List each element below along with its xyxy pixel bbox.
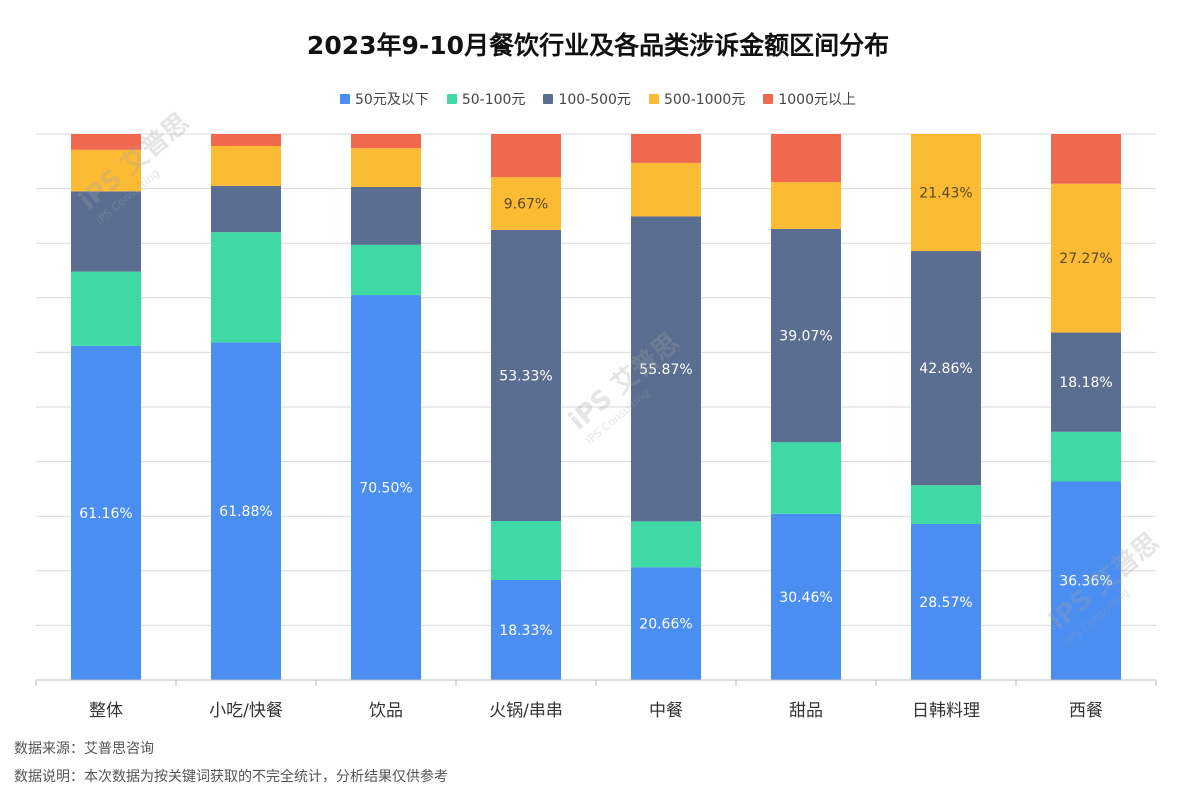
legend-label-s3: 100-500元 xyxy=(558,92,631,108)
legend-swatch-s4 xyxy=(648,94,659,104)
legend-label-s4: 500-1000元 xyxy=(663,92,746,108)
bar-segment xyxy=(911,523,981,680)
legend-label-s1: 50元及以下 xyxy=(355,92,429,108)
data-label: 20.66% xyxy=(639,617,692,633)
grid-lines xyxy=(36,133,1156,626)
bar-segment xyxy=(491,177,561,230)
legend-label-s2: 50-100元 xyxy=(461,92,526,108)
bar-segment xyxy=(771,513,841,680)
bar-segment xyxy=(771,182,841,229)
data-label: 39.07% xyxy=(779,329,832,345)
bar-segment xyxy=(631,216,701,522)
data-label: 30.46% xyxy=(779,590,832,606)
x-axis: 整体 小吃/快餐 饮品 火锅/串串 中餐 甜品 日韩料理 西餐 xyxy=(35,679,1157,721)
bar-segment xyxy=(351,244,421,296)
data-note: 数据说明：本次数据为按关键词获取的不完全统计，分析结果仅供参考 xyxy=(14,769,448,785)
x-tick-label: 甜品 xyxy=(789,701,823,721)
x-tick-label: 中餐 xyxy=(649,701,683,721)
bar-segment xyxy=(771,442,841,514)
bar-segment xyxy=(211,134,281,147)
bar-segment xyxy=(631,162,701,217)
bar-segment xyxy=(1051,431,1121,482)
bar-segment xyxy=(631,567,701,680)
bar-segment xyxy=(631,521,701,568)
bars xyxy=(71,134,1121,680)
bar-segment xyxy=(1051,481,1121,680)
x-tick-label: 饮品 xyxy=(369,701,403,721)
chart-title: 2023年9-10月餐饮行业及各品类涉诉金额区间分布 xyxy=(306,31,890,60)
x-tick-label: 整体 xyxy=(89,701,123,721)
data-label: 61.88% xyxy=(219,504,272,520)
x-tick-label: 西餐 xyxy=(1069,701,1103,721)
data-label: 55.87% xyxy=(639,362,692,378)
legend-item-s1: 50元及以下 xyxy=(340,89,429,109)
bar-segment xyxy=(631,134,701,163)
bar-segment xyxy=(211,185,281,233)
legend-item-s5: 1000元以上 xyxy=(763,89,856,109)
legend-swatch-s2 xyxy=(446,94,457,104)
data-label: 9.67% xyxy=(504,197,548,213)
bar-segment xyxy=(211,342,281,680)
data-label: 61.16% xyxy=(79,506,132,522)
bar-segment xyxy=(491,134,561,178)
data-label: 21.43% xyxy=(919,186,972,202)
bar-segment xyxy=(71,134,141,150)
bar-segment xyxy=(491,520,561,580)
bar-segment xyxy=(211,146,281,186)
data-label: 42.86% xyxy=(919,361,972,377)
bar-segment xyxy=(491,229,561,521)
bar-segment xyxy=(211,232,281,343)
bar-segment xyxy=(71,149,141,192)
data-label: 27.27% xyxy=(1059,251,1112,267)
bar-segment xyxy=(71,345,141,680)
bar-segment xyxy=(1051,134,1121,184)
x-tick-label: 小吃/快餐 xyxy=(209,701,283,721)
source-note: 数据来源：艾普思咨询 xyxy=(14,741,154,757)
data-labels: 61.16% 61.88% 70.50% 18.33% 53.33% 9.67% 20.66… xyxy=(79,186,1112,639)
legend-swatch-s1 xyxy=(340,94,351,104)
bar-segment xyxy=(771,228,841,443)
x-tick-label: 火锅/串串 xyxy=(489,701,563,721)
legend-swatch-s5 xyxy=(763,94,774,104)
data-label: 18.18% xyxy=(1059,375,1112,391)
bar-segment xyxy=(71,271,141,346)
legend-item-s2: 50-100元 xyxy=(446,89,526,109)
data-label: 28.57% xyxy=(919,595,972,611)
x-tick-label: 日韩料理 xyxy=(912,701,980,721)
bar-segment xyxy=(1051,332,1121,432)
bar-segment xyxy=(71,191,141,272)
bar-segment xyxy=(1051,183,1121,333)
bar-segment xyxy=(351,148,421,187)
legend-swatch-s3 xyxy=(543,94,554,104)
data-label: 53.33% xyxy=(499,368,552,384)
bar-segment xyxy=(491,579,561,680)
bar-segment xyxy=(351,295,421,680)
legend-item-s4: 500-1000元 xyxy=(648,89,746,109)
data-label: 18.33% xyxy=(499,623,552,639)
legend-item-s3: 100-500元 xyxy=(543,89,631,109)
bar-segment xyxy=(351,134,421,149)
chart-legend: 50元及以下 50-100元 100-500元 500-1000元 1000元以… xyxy=(0,89,1196,109)
bar-segment xyxy=(351,186,421,245)
bar-segment xyxy=(771,134,841,183)
legend-label-s5: 1000元以上 xyxy=(778,92,856,108)
bar-segment xyxy=(911,485,981,524)
bar-segment xyxy=(911,134,981,252)
bar-segment xyxy=(911,251,981,486)
data-label: 36.36% xyxy=(1059,574,1112,590)
data-label: 70.50% xyxy=(359,481,412,497)
